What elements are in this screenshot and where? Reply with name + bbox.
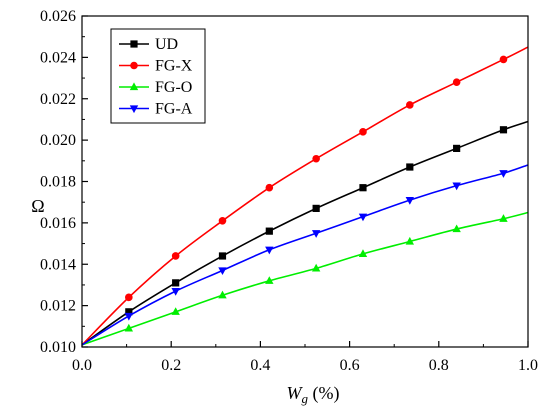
x-tick-label: 0.2 (161, 357, 181, 374)
data-point-fg-o (124, 323, 134, 332)
y-axis-title: Ω (31, 196, 44, 216)
x-axis-title: Wg (%) (287, 383, 340, 406)
data-point-ud (312, 204, 320, 212)
x-axis-title-subscript: g (302, 391, 309, 406)
legend-marker-fg-o (129, 82, 139, 91)
legend-marker-fg-x (130, 61, 138, 70)
data-point-ud (125, 308, 133, 316)
legend-label-fg-a: FG-A (155, 101, 193, 118)
x-tick-label: 0.4 (250, 357, 270, 374)
axes: 0.0 0.2 0.4 0.6 0.8 1.0 0.010 0.012 0.014 0.016 0.… (40, 8, 538, 374)
data-point-fg-a (452, 182, 461, 191)
data-point-fg-x (218, 217, 227, 225)
x-tick-label: 0.0 (72, 357, 92, 374)
data-point-fg-o (171, 307, 180, 315)
y-tick-label: 0.022 (40, 91, 76, 108)
legend-marker-fg-a (129, 105, 139, 114)
data-point-fg-a (499, 170, 508, 178)
data-point-fg-o (499, 214, 508, 222)
data-point-fg-x (452, 78, 461, 86)
data-point-fg-a (358, 213, 368, 222)
data-point-fg-x (406, 101, 414, 109)
data-point-fg-o (358, 249, 368, 258)
data-point-fg-a (405, 197, 415, 205)
y-tick-label: 0.012 (40, 298, 76, 315)
y-tick-label: 0.024 (40, 49, 76, 66)
y-tick-label: 0.014 (40, 256, 76, 273)
legend-label-ud: UD (155, 36, 178, 53)
data-point-fg-a (218, 267, 227, 276)
data-point-fg-x (125, 293, 133, 302)
data-point-ud (172, 279, 180, 287)
data-point-fg-a (311, 230, 321, 238)
data-point-fg-a (265, 246, 274, 255)
data-point-fg-x (359, 128, 367, 136)
plot-area (81, 46, 529, 346)
data-point-fg-a (171, 288, 180, 296)
data-point-fg-o (452, 224, 461, 233)
data-point-fg-x (312, 154, 320, 163)
data-point-fg-x (171, 252, 180, 260)
x-axis-title-unit: (%) (308, 383, 339, 404)
series-line-ud (81, 120, 529, 346)
legend: UD FG-X FG-O FG-A (110, 28, 206, 124)
data-point-ud (453, 144, 461, 152)
x-tick-label: 0.6 (340, 357, 360, 374)
data-point-fg-o (311, 263, 321, 272)
data-point-fg-o (218, 290, 227, 299)
data-point-ud (218, 252, 227, 260)
data-point-fg-o (405, 236, 415, 245)
series-line-fg-a (81, 164, 529, 346)
data-point-ud (359, 184, 367, 192)
legend-marker-ud (130, 40, 138, 48)
y-tick-label: 0.026 (40, 8, 76, 25)
data-point-fg-x (499, 55, 508, 64)
data-point-ud (406, 163, 414, 171)
y-tick-label: 0.018 (40, 174, 76, 191)
data-point-fg-a (124, 312, 134, 321)
data-point-ud (265, 227, 273, 235)
y-tick-label: 0.020 (40, 132, 76, 149)
legend-label-fg-x: FG-X (155, 58, 193, 75)
x-axis-title-main: W (287, 383, 304, 403)
data-point-ud (499, 126, 508, 134)
data-point-fg-o (265, 276, 274, 284)
y-tick-label: 0.016 (40, 215, 76, 232)
x-tick-label: 1.0 (518, 357, 538, 374)
data-point-fg-x (265, 183, 274, 192)
legend-label-fg-o: FG-O (155, 79, 192, 96)
y-tick-label: 0.010 (40, 339, 76, 356)
x-tick-label: 0.8 (429, 357, 449, 374)
